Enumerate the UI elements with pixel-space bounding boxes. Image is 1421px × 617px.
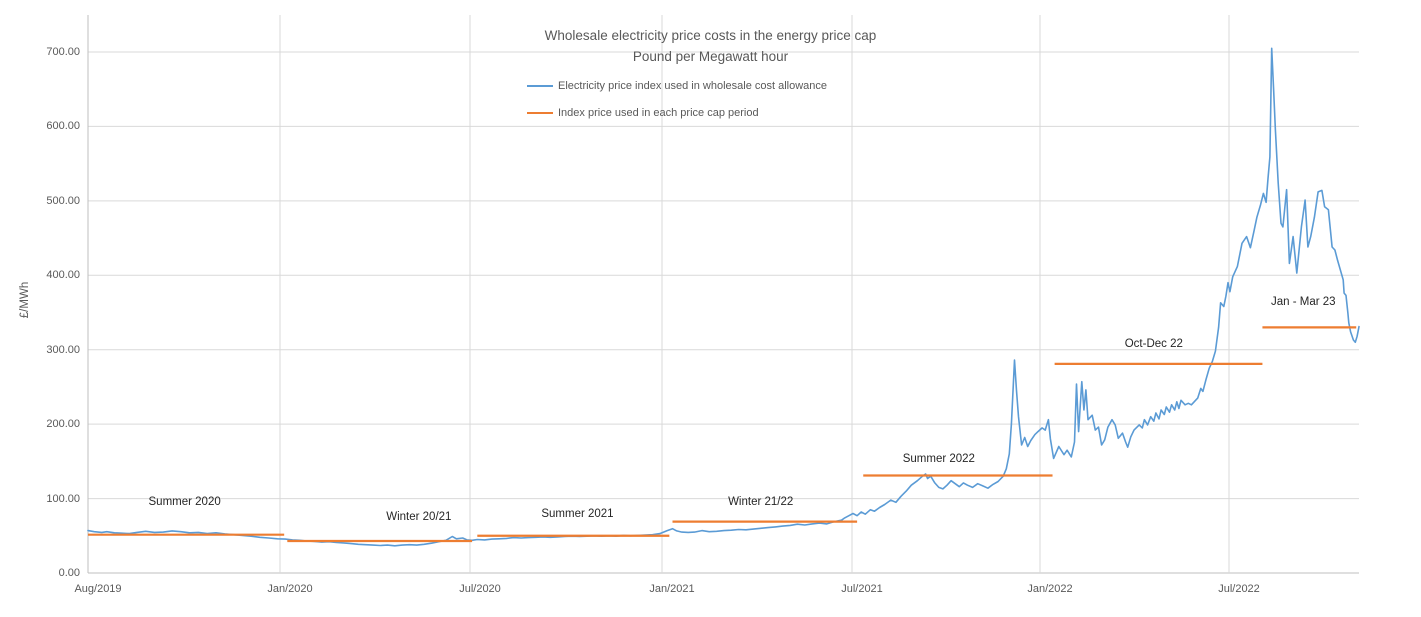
cap-period-label: Summer 2022 <box>902 453 975 466</box>
y-tick-label: 700.00 <box>46 46 80 58</box>
cap-period-label: Oct-Dec 22 <box>1124 337 1183 350</box>
legend-item-cap-price: Index price used in each price cap perio… <box>527 106 827 120</box>
cap-period-label: Summer 2020 <box>148 496 221 509</box>
price-index-line <box>87 47 1360 547</box>
cap-period-label: Winter 20/21 <box>386 511 452 524</box>
y-tick-label: 0.00 <box>58 567 80 579</box>
legend-line-sample-orange <box>527 111 553 115</box>
x-tick-label: Jan/2020 <box>267 583 313 595</box>
y-tick-label: 500.00 <box>46 194 80 207</box>
y-tick-label: 300.00 <box>46 343 80 356</box>
x-tick-label: Jul/2022 <box>1218 583 1260 595</box>
y-tick-label: 600.00 <box>46 120 80 133</box>
y-tick-label: 100.00 <box>46 492 80 505</box>
cap-period-label: Jan - Mar 23 <box>1271 296 1336 309</box>
cap-period-label: Summer 2021 <box>541 508 614 521</box>
chart-subtitle: Pound per Megawatt hour <box>632 49 789 64</box>
x-tick-label: Jan/2021 <box>649 583 695 595</box>
chart-title-block: Wholesale electricity price costs in the… <box>0 25 1421 67</box>
y-axis-title: £/MWh <box>19 281 31 319</box>
x-tick-label: Aug/2019 <box>74 583 122 595</box>
x-tick-label: Jul/2020 <box>459 583 501 595</box>
x-tick-label: Jul/2021 <box>841 583 883 595</box>
legend-line-sample-blue <box>527 84 553 88</box>
y-tick-label: 400.00 <box>46 269 80 282</box>
legend-label-cap-price: Index price used in each price cap perio… <box>558 107 759 119</box>
chart-title: Wholesale electricity price costs in the… <box>544 28 877 43</box>
x-tick-label: Jan/2022 <box>1027 583 1073 595</box>
legend-item-price-index: Electricity price index used in wholesal… <box>527 79 827 93</box>
chart-legend: Electricity price index used in wholesal… <box>527 79 827 133</box>
cap-period-label: Winter 21/22 <box>728 496 794 509</box>
legend-label-price-index: Electricity price index used in wholesal… <box>558 80 828 92</box>
y-tick-label: 200.00 <box>46 418 80 431</box>
